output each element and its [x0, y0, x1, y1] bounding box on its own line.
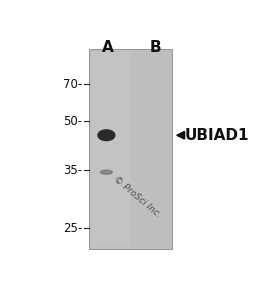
Text: 35-: 35- — [63, 164, 83, 177]
Bar — [91, 52, 131, 247]
Text: 25-: 25- — [63, 222, 83, 235]
Ellipse shape — [100, 170, 112, 174]
Ellipse shape — [98, 130, 115, 141]
Text: A: A — [102, 39, 113, 55]
Text: 70-: 70- — [63, 78, 83, 91]
Text: B: B — [149, 39, 161, 55]
Text: UBIAD1: UBIAD1 — [185, 128, 249, 143]
Text: © ProSci Inc.: © ProSci Inc. — [111, 175, 162, 220]
Text: 50-: 50- — [63, 115, 83, 128]
Bar — [89, 49, 172, 249]
